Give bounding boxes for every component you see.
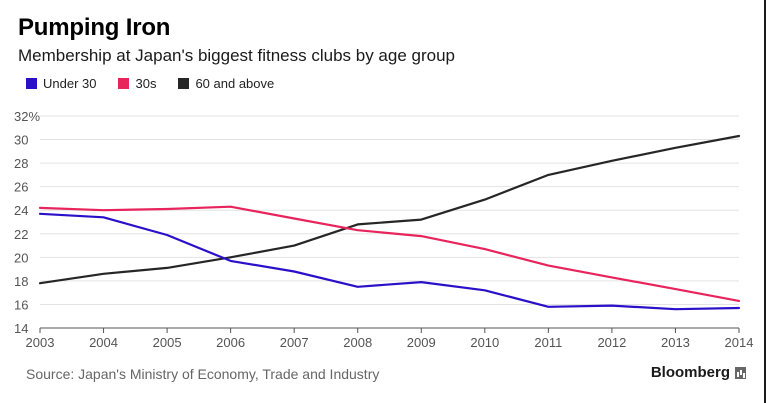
chart-title: Pumping Iron (18, 14, 171, 41)
y-tick-label: 18 (14, 274, 28, 289)
brand-name: Bloomberg (650, 364, 730, 381)
x-tick-label: 2014 (725, 335, 754, 350)
x-tick-label: 2008 (343, 335, 372, 350)
x-tick-label: 2013 (661, 335, 690, 350)
series-line-30s (38, 205, 741, 302)
legend-swatch-60-and-above (178, 78, 190, 89)
chart-subtitle: Membership at Japan's biggest fitness cl… (18, 46, 455, 65)
x-tick-label: 2007 (280, 335, 309, 350)
legend-swatch-30s (118, 78, 130, 89)
legend-item-30s: 30s (118, 76, 156, 91)
legend-item-under-30: Under 30 (26, 76, 96, 91)
y-tick-label: 16 (14, 297, 28, 312)
y-tick-label: 28 (14, 156, 28, 171)
x-tick-label: 2011 (534, 335, 562, 350)
bloomberg-chart-icon (735, 366, 746, 379)
x-tick-label: 2004 (89, 335, 118, 350)
legend-item-60-and-above: 60 and above (178, 76, 274, 91)
y-tick-label: 26 (14, 180, 28, 195)
source-note: Source: Japan's Ministry of Economy, Tra… (26, 366, 380, 382)
y-tick-label: 30 (14, 133, 28, 148)
y-tick-label: 20 (14, 250, 28, 265)
brand-logo: Bloomberg (651, 364, 746, 381)
legend: Under 30 30s 60 and above (26, 76, 296, 91)
y-tick-label: 24 (14, 203, 28, 218)
x-tick-label: 2009 (407, 335, 436, 350)
y-tick-label: 14 (14, 321, 28, 336)
y-tick-label: 32% (14, 109, 40, 124)
x-tick-label: 2003 (26, 335, 55, 350)
x-tick-label: 2005 (153, 335, 182, 350)
legend-label-30s: 30s (135, 76, 157, 91)
x-tick-label: 2006 (216, 335, 245, 350)
legend-swatch-under-30 (26, 78, 37, 89)
series-line-under-30 (38, 212, 741, 311)
legend-label-60-and-above: 60 and above (195, 76, 275, 91)
series-line-60-and-above (38, 134, 741, 285)
legend-label-under-30: Under 30 (43, 76, 97, 91)
x-tick-label: 2012 (597, 335, 626, 350)
y-tick-label: 22 (14, 227, 28, 242)
x-tick-label: 2010 (470, 335, 499, 350)
